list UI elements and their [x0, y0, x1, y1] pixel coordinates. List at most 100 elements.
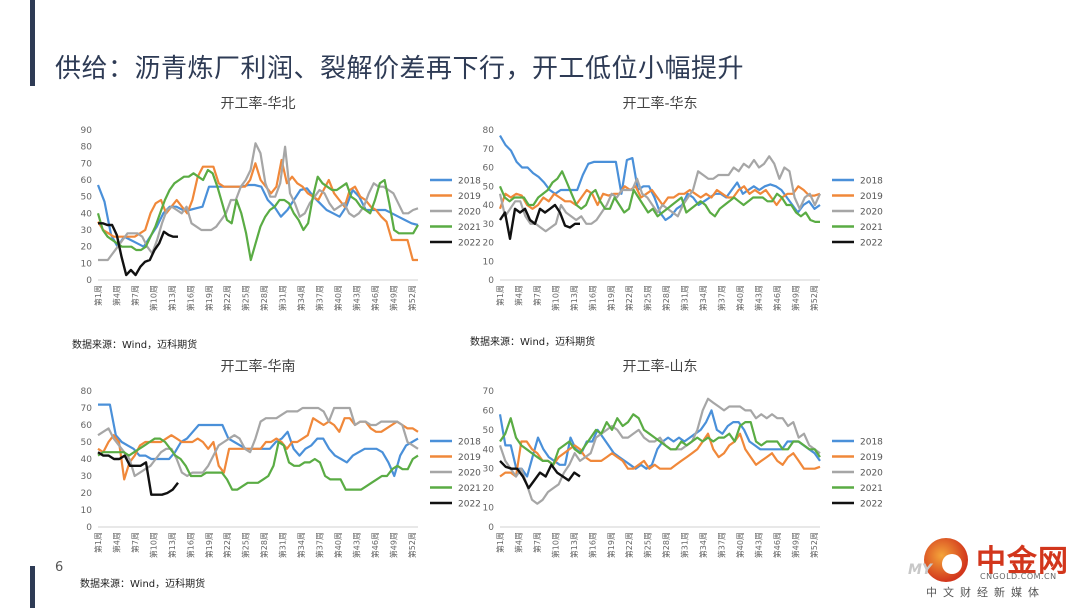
x-tick-label: 第43周 — [351, 285, 361, 311]
x-tick-label: 第28周 — [661, 532, 671, 558]
title-accent-bar — [30, 0, 35, 86]
x-tick-label: 第16周 — [587, 532, 597, 558]
x-tick-label: 第52周 — [407, 285, 417, 311]
y-tick-label: 30 — [81, 472, 93, 482]
x-tick-label: 第43周 — [753, 532, 763, 558]
x-tick-label: 第7周 — [130, 285, 140, 306]
y-tick-label: 60 — [81, 176, 93, 186]
x-tick-label: 第34周 — [296, 532, 306, 558]
logo-brand: MY — [908, 562, 933, 578]
legend-label-2018: 2018 — [860, 177, 883, 187]
x-tick-label: 第22周 — [624, 285, 634, 311]
y-tick-label: 80 — [81, 387, 93, 397]
y-tick-label: 0 — [86, 276, 92, 286]
x-tick-label: 第49周 — [790, 285, 800, 311]
series-line-2019 — [97, 158, 418, 262]
x-tick-label: 第13周 — [569, 532, 579, 558]
x-tick-label: 第40周 — [735, 285, 745, 311]
x-tick-label: 第7周 — [130, 532, 140, 553]
legend-label-2020: 2020 — [860, 208, 883, 218]
y-tick-label: 0 — [86, 523, 92, 533]
legend-label-2018: 2018 — [860, 438, 883, 448]
chart-title: 开工率-山东 — [622, 358, 697, 375]
y-tick-label: 20 — [81, 243, 93, 253]
x-tick-label: 第46周 — [370, 532, 380, 558]
y-tick-label: 20 — [81, 489, 93, 499]
x-tick-label: 第40周 — [735, 532, 745, 558]
x-tick-label: 第43周 — [753, 285, 763, 311]
x-tick-label: 第4周 — [111, 285, 121, 306]
x-tick-label: 第1周 — [93, 532, 103, 553]
y-tick-label: 50 — [81, 438, 93, 448]
legend-label-2019: 2019 — [860, 453, 883, 463]
x-tick-label: 第7周 — [532, 532, 542, 553]
x-tick-label: 第19周 — [204, 285, 214, 311]
series-line-2021 — [97, 437, 419, 491]
logo-subtitle: 中文财经新媒体 — [926, 586, 1045, 599]
chart-title: 开工率-华南 — [220, 358, 295, 375]
x-tick-label: 第1周 — [495, 532, 505, 553]
page-title: 供给：沥青炼厂利润、裂解价差再下行，开工低位小幅提升 — [55, 54, 745, 84]
x-tick-label: 第10周 — [550, 532, 560, 558]
chart-title: 开工率-华东 — [622, 95, 697, 112]
y-tick-label: 60 — [483, 164, 495, 174]
x-tick-label: 第19周 — [606, 285, 616, 311]
y-tick-label: 70 — [483, 387, 495, 397]
chart-title: 开工率-华北 — [220, 95, 295, 112]
y-tick-label: 50 — [81, 193, 93, 203]
y-tick-label: 10 — [483, 257, 495, 267]
y-tick-label: 10 — [81, 259, 93, 269]
x-tick-label: 第37周 — [315, 285, 325, 311]
x-tick-label: 第16周 — [587, 285, 597, 311]
y-tick-label: 10 — [81, 506, 93, 516]
y-tick-label: 60 — [81, 421, 93, 431]
x-tick-label: 第43周 — [351, 532, 361, 558]
y-tick-label: 30 — [483, 465, 495, 475]
x-tick-label: 第13周 — [167, 285, 177, 311]
y-tick-label: 20 — [483, 239, 495, 249]
series-line-2022 — [499, 203, 580, 240]
series-line-2022 — [499, 460, 581, 490]
x-tick-label: 第34周 — [698, 532, 708, 558]
y-tick-label: 40 — [483, 201, 495, 211]
x-tick-label: 第31周 — [680, 532, 690, 558]
y-tick-label: 60 — [483, 406, 495, 416]
x-tick-label: 第52周 — [407, 532, 417, 558]
y-tick-label: 20 — [483, 484, 495, 494]
y-tick-label: 0 — [488, 276, 494, 286]
y-tick-label: 40 — [483, 445, 495, 455]
y-tick-label: 70 — [483, 145, 495, 155]
x-tick-label: 第46周 — [772, 532, 782, 558]
logo-name: 中金网 — [976, 544, 1069, 579]
x-tick-label: 第31周 — [278, 532, 288, 558]
series-line-2022 — [98, 222, 178, 277]
x-tick-label: 第16周 — [185, 285, 195, 311]
series-line-2020 — [98, 142, 419, 262]
legend-label-2022: 2022 — [458, 500, 481, 510]
x-tick-label: 第4周 — [513, 532, 523, 553]
x-tick-label: 第7周 — [532, 285, 542, 306]
x-tick-label: 第37周 — [717, 532, 727, 558]
x-tick-label: 第13周 — [167, 532, 177, 558]
legend-label-2022: 2022 — [860, 239, 883, 249]
x-tick-label: 第46周 — [370, 285, 380, 311]
series-line-2018 — [499, 135, 821, 222]
x-tick-label: 第49周 — [388, 532, 398, 558]
y-tick-label: 0 — [488, 523, 494, 533]
x-tick-label: 第25周 — [643, 532, 653, 558]
y-tick-label: 80 — [483, 126, 495, 136]
x-tick-label: 第49周 — [388, 285, 398, 311]
y-tick-label: 80 — [81, 143, 93, 153]
x-tick-label: 第10周 — [148, 285, 158, 311]
y-tick-label: 40 — [81, 455, 93, 465]
x-tick-label: 第19周 — [204, 532, 214, 558]
legend-label-2020: 2020 — [458, 208, 481, 218]
x-tick-label: 第19周 — [606, 532, 616, 558]
series-line-2020 — [498, 397, 821, 505]
legend-label-2018: 2018 — [458, 177, 481, 187]
source-note-huabei: 数据来源：Wind，迈科期货 — [72, 340, 198, 351]
x-tick-label: 第10周 — [148, 532, 158, 558]
x-tick-label: 第52周 — [809, 532, 819, 558]
legend-label-2019: 2019 — [860, 192, 883, 202]
